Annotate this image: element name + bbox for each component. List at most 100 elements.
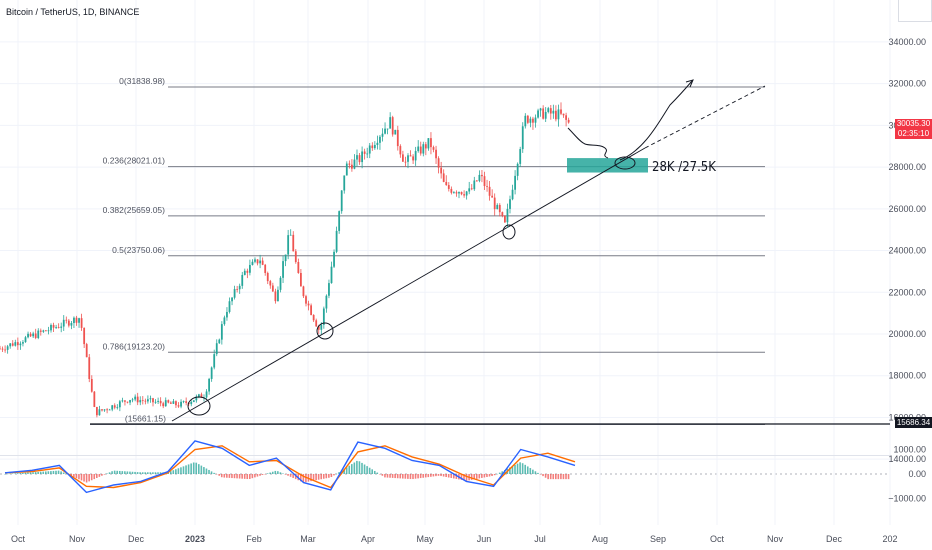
candle-body bbox=[75, 317, 78, 323]
candle-body bbox=[560, 109, 562, 114]
macd-histogram-bar bbox=[394, 474, 396, 479]
candle-body bbox=[238, 285, 241, 290]
candle-body bbox=[294, 251, 297, 263]
candle-body bbox=[144, 400, 147, 402]
candle-body bbox=[430, 138, 432, 148]
macd-histogram-bar bbox=[50, 471, 52, 474]
candle-body bbox=[435, 149, 437, 159]
macd-histogram-bar bbox=[463, 474, 465, 481]
macd-histogram-bar bbox=[532, 469, 534, 474]
macd-histogram-bar bbox=[14, 473, 16, 474]
macd-histogram-bar bbox=[493, 474, 496, 476]
fib-level-label: 0.786(19123.20) bbox=[103, 341, 166, 351]
macd-histogram-bar bbox=[381, 474, 384, 476]
candle-body bbox=[534, 117, 537, 123]
candle-body bbox=[340, 190, 343, 212]
macd-histogram-bar bbox=[486, 474, 488, 477]
candle-body bbox=[450, 188, 453, 193]
macd-histogram-bar bbox=[269, 472, 271, 474]
macd-histogram-bar bbox=[29, 472, 32, 474]
macd-histogram-bar bbox=[52, 470, 55, 474]
macd-histogram-bar bbox=[376, 472, 379, 474]
macd-histogram-bar bbox=[200, 465, 203, 474]
candle-body bbox=[16, 342, 19, 346]
toolbar-box[interactable] bbox=[898, 0, 932, 22]
macd-histogram-bar bbox=[435, 474, 437, 477]
fib-level-label: (15661.15) bbox=[125, 414, 166, 424]
macd-histogram-bar bbox=[432, 474, 435, 477]
candle-body bbox=[264, 264, 267, 273]
candle-body bbox=[532, 118, 534, 123]
macd-histogram-bar bbox=[126, 471, 129, 474]
macd-histogram-bar bbox=[121, 471, 124, 474]
support-zone[interactable] bbox=[567, 158, 648, 173]
macd-histogram-bar bbox=[101, 474, 103, 476]
candle-body bbox=[366, 153, 369, 155]
macd-histogram-bar bbox=[419, 474, 422, 479]
candle-body bbox=[172, 401, 175, 404]
candle-body bbox=[414, 151, 417, 161]
date-tick-label: 202 bbox=[882, 534, 897, 544]
macd-histogram-bar bbox=[389, 474, 391, 478]
candle-body bbox=[320, 324, 323, 330]
macd-histogram-bar bbox=[246, 474, 249, 480]
macd-histogram-bar bbox=[205, 468, 208, 474]
candle-body bbox=[180, 401, 182, 407]
macd-histogram-bar bbox=[567, 474, 570, 480]
candle-body bbox=[297, 262, 300, 273]
candle-body bbox=[19, 343, 22, 346]
date-tick-label: Oct bbox=[11, 534, 26, 544]
candle-body bbox=[118, 401, 121, 408]
macd-histogram-bar bbox=[447, 474, 450, 478]
macd-histogram-bar bbox=[279, 472, 282, 474]
macd-histogram-bar bbox=[34, 472, 37, 474]
macd-histogram-bar bbox=[424, 474, 427, 478]
candle-body bbox=[9, 343, 12, 347]
macd-histogram-bar bbox=[422, 474, 424, 478]
macd-histogram-bar bbox=[353, 462, 356, 474]
candle-body bbox=[241, 274, 244, 286]
macd-histogram-bar bbox=[325, 474, 328, 479]
candle-body bbox=[437, 158, 440, 168]
date-tick-label: Dec bbox=[826, 534, 843, 544]
candle-body bbox=[274, 291, 277, 302]
macd-histogram-bar bbox=[195, 462, 198, 474]
candle-body bbox=[136, 396, 139, 403]
candle-body bbox=[271, 285, 274, 292]
macd-histogram-bar bbox=[85, 474, 88, 483]
candle-body bbox=[231, 297, 233, 302]
price-tick-label: 24000.00 bbox=[888, 246, 926, 256]
macd-histogram-bar bbox=[256, 474, 259, 477]
candle-body bbox=[218, 339, 221, 344]
macd-indicator bbox=[4, 440, 576, 494]
current-price-tag: 30035.30 02:35:10 bbox=[895, 119, 932, 139]
macd-histogram-bar bbox=[371, 469, 373, 474]
candle-body bbox=[514, 175, 516, 190]
macd-histogram-bar bbox=[478, 474, 481, 479]
candle-body bbox=[249, 264, 251, 273]
candle-body bbox=[453, 192, 455, 194]
fib-level-label: 0.5(23750.06) bbox=[112, 245, 165, 255]
macd-histogram-bar bbox=[361, 462, 363, 474]
macd-histogram-bar bbox=[343, 468, 345, 474]
candle-body bbox=[465, 191, 468, 196]
macd-histogram-bar bbox=[24, 472, 27, 474]
candle-body bbox=[106, 409, 108, 411]
macd-histogram-bar bbox=[565, 474, 567, 480]
macd-histogram-bar bbox=[55, 470, 57, 474]
trendline bbox=[171, 85, 766, 422]
macd-histogram-bar bbox=[414, 474, 417, 479]
macd-histogram-bar bbox=[131, 471, 134, 474]
candle-body bbox=[198, 394, 200, 397]
support-zone-label: 28K /27.5K bbox=[652, 160, 716, 175]
candle-body bbox=[529, 118, 532, 123]
candle-body bbox=[88, 357, 91, 379]
macd-histogram-bar bbox=[274, 470, 277, 474]
candle-body bbox=[325, 295, 328, 309]
macd-histogram-bar bbox=[177, 468, 180, 474]
candle-body bbox=[440, 167, 443, 174]
candle-body bbox=[381, 133, 384, 137]
candle-body bbox=[162, 403, 165, 407]
candle-body bbox=[345, 163, 348, 176]
candle-body bbox=[233, 289, 236, 298]
